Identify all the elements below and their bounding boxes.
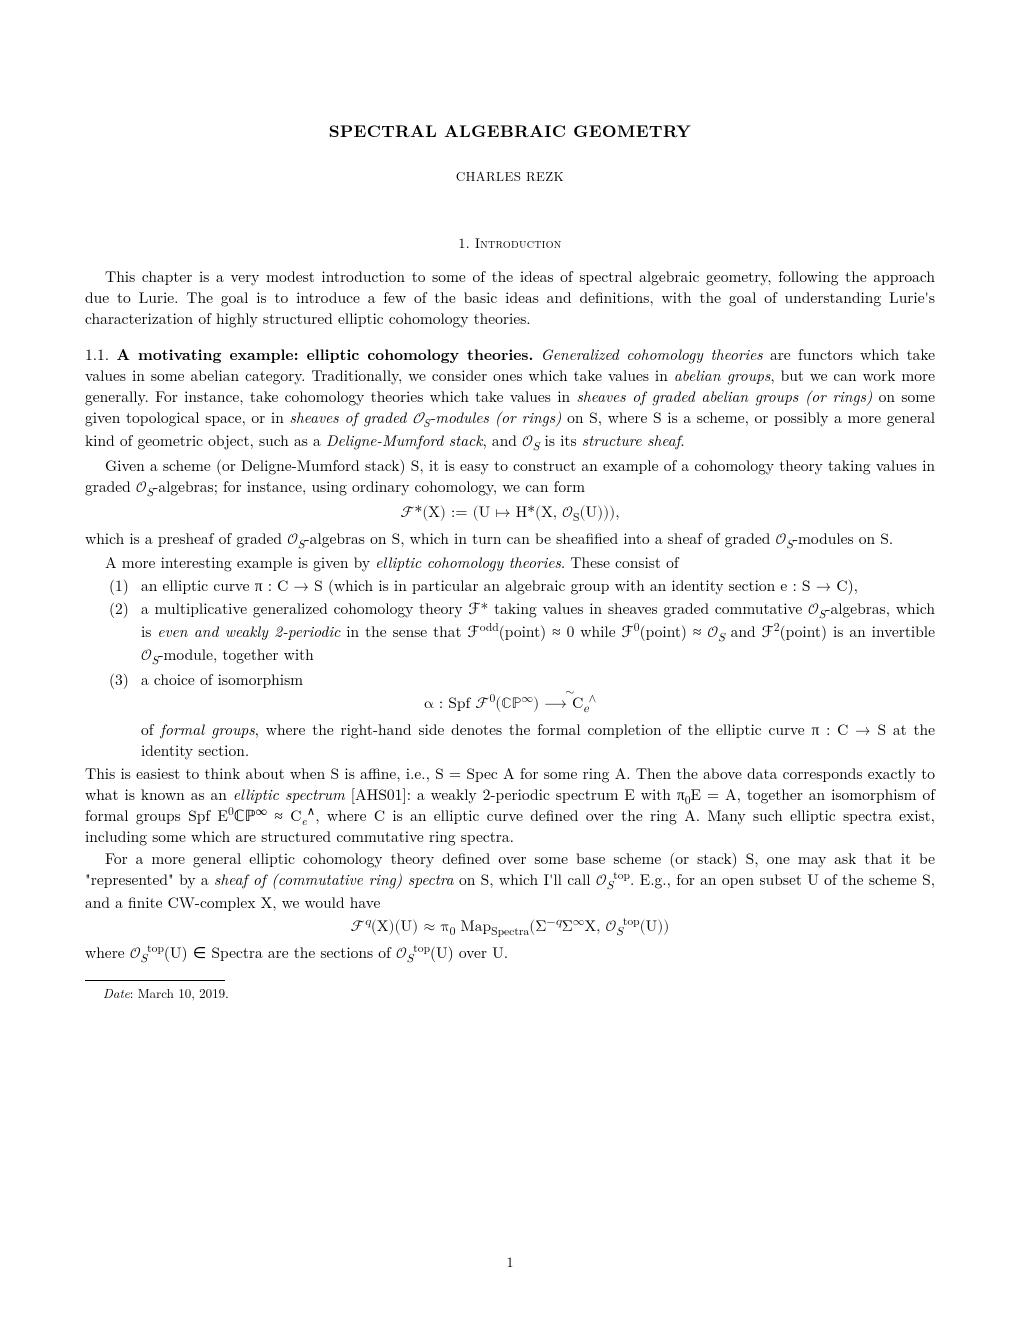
text: (point) ≈: [640, 621, 708, 642]
math: ∞: [255, 802, 267, 818]
paper-title: SPECTRAL ALGEBRAIC GEOMETRY: [85, 120, 935, 143]
text: abelian groups: [674, 365, 771, 386]
section-number: 1.: [458, 233, 470, 253]
text: (U) over U.: [430, 942, 508, 963]
page-number: 1: [0, 1253, 1020, 1272]
math: 𝒪S: [522, 435, 539, 450]
text: (point) is an invertible: [780, 621, 935, 642]
text: (point) ≈ 0 while ℱ: [499, 621, 634, 642]
text: , where the right-hand side denotes the …: [141, 719, 935, 761]
display-equation: ℱ*(X) := (U ↦ H*(X, 𝒪S(U))),: [85, 504, 935, 525]
text: Deligne-Mumford stack: [326, 430, 483, 451]
text: of: [141, 719, 160, 740]
enumerated-list: (1) an elliptic curve π : C → S (which i…: [85, 576, 935, 761]
text: ≈ C: [267, 805, 301, 826]
text: where: [85, 942, 130, 963]
text: elliptic spectrum: [233, 784, 345, 805]
math: ℱq(X)(U) ≈ π0 MapSpectra(Σ−qΣ∞X, 𝒪Stop(U…: [351, 920, 670, 935]
paragraph: which is a presheaf of graded 𝒪S-algebra…: [85, 529, 935, 552]
text: sheaves of graded 𝒪S-modules (or rings): [289, 407, 561, 428]
math: 𝒪S: [136, 481, 153, 496]
math: 𝒪S: [808, 603, 825, 618]
text: an elliptic curve π : C → S (which is in…: [141, 575, 858, 596]
text: a multiplicative generalized cohomology …: [141, 598, 808, 619]
math: 𝒪S: [287, 533, 304, 548]
item-number: (2): [109, 599, 129, 620]
footnote: Date: March 10, 2019.: [85, 984, 935, 1002]
text: Generalized cohomology theories: [541, 344, 763, 365]
display-equation: ℱq(X)(U) ≈ π0 MapSpectra(Σ−qΣ∞X, 𝒪Stop(U…: [85, 918, 935, 939]
text: even and weakly 2-periodic: [157, 621, 340, 642]
text: which is a presheaf of graded: [85, 528, 287, 549]
footnote-rule: [85, 980, 225, 981]
math: ∧: [307, 802, 316, 818]
section-heading: 1. Introduction: [85, 234, 935, 253]
text: in the sense that ℱ: [340, 621, 479, 642]
text: -module, together with: [158, 644, 313, 665]
text: -algebras; for instance, using ordinary …: [153, 476, 585, 497]
text: -modules on S.: [793, 528, 893, 549]
text: A more interesting example is given by: [105, 552, 375, 573]
list-item: (2) a multiplicative generalized cohomol…: [141, 599, 935, 668]
text: elliptic cohomology theories: [375, 552, 561, 573]
subsection-paragraph: 1.1. A motivating example: elliptic coho…: [85, 344, 935, 454]
math: α : Spf ℱ0(ℂℙ∞) ⟶ C∼e∧: [424, 697, 597, 712]
list-item: (1) an elliptic curve π : C → S (which i…: [141, 576, 935, 597]
text: [AHS01]: a weakly 2-periodic spectrum E …: [345, 784, 685, 805]
text: a choice of isomorphism: [141, 669, 303, 690]
text: , and: [482, 430, 522, 451]
footnote-text: : March 10, 2019.: [130, 983, 229, 1002]
paper-author: CHARLES REZK: [85, 167, 935, 185]
paragraph: This is easiest to think about when S is…: [85, 764, 935, 848]
math: ℱ*(X) := (U ↦ H*(X, 𝒪S(U))),: [400, 506, 619, 521]
text: sheaves of graded abelian groups (or rin…: [576, 386, 872, 407]
paragraph: For a more general elliptic cohomology t…: [85, 849, 935, 914]
math: 𝒪S: [141, 649, 158, 664]
section-title: Introduction: [475, 233, 562, 253]
item-number: (1): [109, 576, 129, 597]
paragraph: where 𝒪Stop(U) ∈ Spectra are the section…: [85, 943, 935, 966]
footnote-label: Date: [103, 983, 130, 1002]
text: . These consist of: [561, 552, 679, 573]
paragraph: Given a scheme (or Deligne-Mumford stack…: [85, 456, 935, 500]
text: and ℱ: [725, 621, 774, 642]
paragraph: A more interesting example is given by e…: [85, 553, 935, 574]
list-item: (3) a choice of isomorphism α : Spf ℱ0(ℂ…: [141, 670, 935, 762]
text: -algebras on S, which in turn can be she…: [305, 528, 776, 549]
text: .: [680, 430, 684, 451]
item-number: (3): [109, 670, 129, 691]
text: sheaf of (commutative ring) spectra: [214, 869, 454, 890]
text: is its: [539, 430, 581, 451]
math: odd: [480, 619, 499, 635]
subsection-number: 1.1.: [85, 344, 109, 365]
subsection-title: A motivating example: elliptic cohomolog…: [116, 342, 533, 365]
math: 𝒪Stop: [130, 947, 164, 962]
math: 𝒪Stop: [596, 874, 630, 889]
display-equation: α : Spf ℱ0(ℂℙ∞) ⟶ C∼e∧: [85, 695, 935, 716]
text: (U) ∈ Spectra are the sections of: [164, 942, 396, 963]
math: 𝒪S: [776, 533, 793, 548]
text: ℂℙ: [234, 805, 256, 826]
math: 𝒪Stop: [396, 947, 430, 962]
text: on S, which I'll call: [454, 869, 596, 890]
text: structure sheaf: [582, 430, 681, 451]
intro-paragraph: This chapter is a very modest introducti…: [85, 267, 935, 330]
text: formal groups: [160, 719, 254, 740]
math: 𝒪S: [707, 626, 724, 641]
